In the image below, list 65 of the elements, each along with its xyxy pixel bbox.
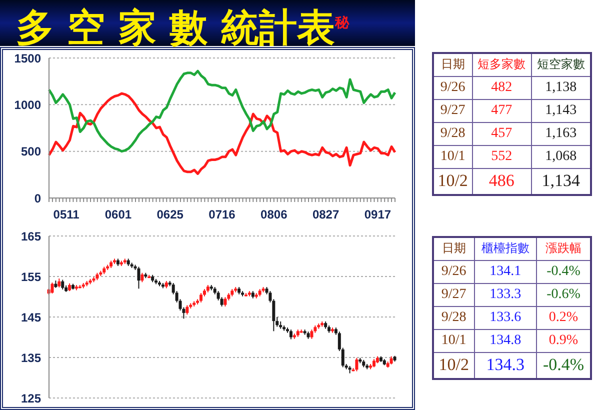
- text: 477: [472, 99, 532, 122]
- text: 9/28: [433, 122, 472, 145]
- text: 1,163: [531, 122, 591, 145]
- candlestick: [200, 292, 203, 303]
- text: 0.9%: [536, 329, 591, 352]
- text: 短多家數: [472, 53, 532, 76]
- text: 134.8: [474, 329, 537, 352]
- text: 1,068: [531, 145, 591, 168]
- text: 552: [472, 145, 532, 168]
- line-series: [48, 92, 396, 175]
- candlestick: [186, 304, 189, 316]
- candlestick: [50, 282, 54, 294]
- text: -0.4%: [536, 260, 591, 283]
- x-tick-label: 0625: [156, 208, 184, 222]
- candlestick: [137, 266, 140, 290]
- candlestick: [140, 272, 144, 283]
- text: 櫃檯指數: [474, 237, 537, 260]
- y-tick-label: 165: [20, 229, 42, 244]
- text: -0.6%: [536, 283, 591, 306]
- y-tick-label: 125: [20, 391, 42, 406]
- text: 482: [472, 76, 532, 99]
- text: 漲跌幅: [536, 237, 591, 260]
- x-tick-label: 0511: [53, 208, 80, 222]
- text: 457: [472, 122, 532, 145]
- text: 134.3: [474, 352, 537, 379]
- x-tick-label: 0716: [208, 208, 236, 222]
- text: 9/26: [433, 76, 472, 99]
- y-tick-label: 500: [20, 144, 42, 159]
- text: 短空家數: [531, 53, 591, 76]
- candlestick: [355, 357, 358, 372]
- y-tick-label: 0: [34, 191, 42, 206]
- x-tick-label: 0601: [104, 208, 132, 222]
- text: 133.3: [474, 283, 537, 306]
- candlestick: [61, 279, 64, 290]
- y-tick-label: 1500: [14, 51, 42, 66]
- x-tick-label: 0806: [260, 208, 288, 222]
- text: 486: [472, 168, 532, 195]
- text: 1,134: [531, 168, 591, 195]
- text: 9/28: [433, 306, 474, 329]
- text: 1,143: [531, 99, 591, 122]
- text: 10/1: [433, 329, 474, 352]
- text: 9/27: [433, 99, 472, 122]
- text: 1,138: [531, 76, 591, 99]
- x-tick-label: 0917: [364, 208, 392, 222]
- candlestick: [310, 329, 314, 340]
- text: 0.2%: [536, 306, 591, 329]
- line-series: [48, 70, 396, 153]
- x-tick-label: 0827: [312, 208, 340, 222]
- y-tick-label: 135: [20, 350, 42, 365]
- text: 134.1: [474, 260, 537, 283]
- chart-title: 多 空 家 數 統計表$^{秘}$: [16, 4, 349, 50]
- text: 日期: [433, 53, 472, 76]
- text: -0.4%: [536, 352, 591, 379]
- text: 133.6: [474, 306, 537, 329]
- text: 10/2: [433, 352, 474, 379]
- text: 日期: [433, 237, 474, 260]
- text: 9/26: [433, 260, 474, 283]
- y-tick-label: 155: [20, 270, 42, 284]
- text: 10/2: [433, 168, 472, 195]
- candlestick: [289, 329, 292, 340]
- candlestick: [224, 296, 227, 307]
- text: 9/27: [433, 283, 474, 306]
- y-tick-label: 145: [20, 310, 42, 324]
- text: 10/1: [433, 145, 472, 168]
- y-tick-label: 1000: [14, 98, 42, 112]
